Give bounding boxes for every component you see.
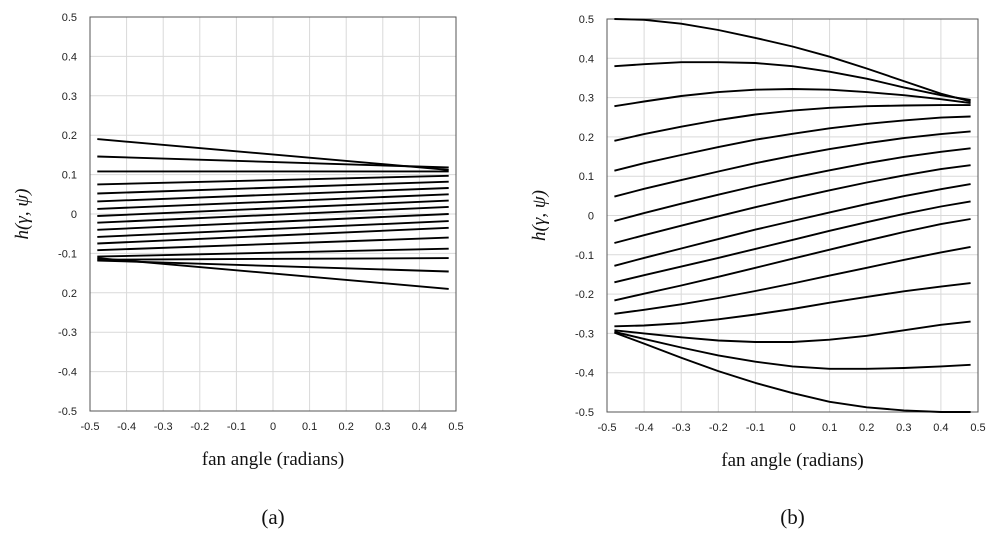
y-tick-label: -0.1 xyxy=(58,248,77,260)
chart-panel-a: -0.5 -0.4 -0.3 -0.2 -0.1 0 0.1 0.2 0.3 0.4 0.5 0.5 0… xyxy=(12,12,464,529)
y-tick-label: -0.4 xyxy=(575,368,594,380)
y-tick-label: 0 xyxy=(588,211,594,223)
x-tick-label: 0.4 xyxy=(412,421,427,433)
x-tick-label: -0.1 xyxy=(227,421,246,433)
series-line-b-5 xyxy=(614,115,971,172)
series-line-b-12 xyxy=(614,245,971,315)
x-axis-label-b: fan angle (radians) xyxy=(721,450,863,471)
y-tick-label: -0.4 xyxy=(58,367,77,379)
y-tick-label: 0.3 xyxy=(62,91,77,103)
series-line-b-15 xyxy=(614,330,971,370)
panel-label-a: (a) xyxy=(261,505,284,529)
curves-b xyxy=(614,18,971,413)
y-tick-label: -0.3 xyxy=(58,327,77,339)
y-tick-label: 0.1 xyxy=(579,171,594,183)
series-line-b-3 xyxy=(614,88,971,108)
x-axis-label-a: fan angle (radians) xyxy=(202,449,344,470)
curves-a xyxy=(97,138,449,290)
x-tick-label: 0.1 xyxy=(822,422,837,434)
series-line-a-13 xyxy=(97,236,449,252)
x-tick-label: 0.3 xyxy=(896,422,911,434)
series-line-b-16 xyxy=(614,331,971,413)
y-tick-label: -0.5 xyxy=(58,406,77,418)
y-axis-label-a: h(γ, ψ) xyxy=(12,189,33,240)
y-tick-label: 0.3 xyxy=(579,93,594,105)
y-tick-label: -0.5 xyxy=(575,407,594,419)
y-axis-label-b: h(γ, ψ) xyxy=(529,190,550,241)
series-line-a-8 xyxy=(97,199,449,217)
y-tick-label: 0 xyxy=(71,209,77,221)
plot-frame-b xyxy=(606,18,979,413)
series-line-b-9 xyxy=(614,183,971,267)
x-tick-label: 0.2 xyxy=(339,421,354,433)
x-tick-label: -0.4 xyxy=(117,421,136,433)
plot-frame-a xyxy=(89,16,457,412)
x-tick-label: -0.1 xyxy=(746,422,765,434)
grid-b xyxy=(606,18,979,413)
series-line-b-4 xyxy=(614,104,971,142)
chart-panel-b: -0.5 -0.4 -0.3 -0.2 -0.1 0 0.1 0.2 0.3 0.4 0.5 0.5 0… xyxy=(529,14,986,529)
x-tick-label: -0.5 xyxy=(598,422,617,434)
series-line-b-7 xyxy=(614,147,971,222)
series-line-b-1 xyxy=(614,18,971,103)
series-line-a-7 xyxy=(97,193,449,210)
x-tick-label: -0.2 xyxy=(190,421,209,433)
y-tick-label: 0.5 xyxy=(62,12,77,24)
series-line-a-5 xyxy=(97,180,449,195)
series-line-b-13 xyxy=(614,282,971,328)
series-line-a-12 xyxy=(97,226,449,245)
x-tick-label: 0 xyxy=(789,422,795,434)
tick-labels-b: -0.5 -0.4 -0.3 -0.2 -0.1 0 0.1 0.2 0.3 0.4 0.5 0.5 0… xyxy=(575,14,986,434)
x-tick-label: 0 xyxy=(270,421,276,433)
series-line-a-9 xyxy=(97,205,449,224)
x-tick-label: -0.2 xyxy=(709,422,728,434)
series-line-b-8 xyxy=(614,164,971,244)
x-tick-label: 0.1 xyxy=(302,421,317,433)
y-tick-label: 0.4 xyxy=(579,53,594,65)
y-tick-label: 0.4 xyxy=(62,51,77,63)
y-tick-label: 0.5 xyxy=(579,14,594,26)
series-line-a-15 xyxy=(97,257,449,261)
y-tick-label: -0.1 xyxy=(575,250,594,262)
y-tick-label: 0.2 xyxy=(62,130,77,142)
x-tick-label: -0.5 xyxy=(81,421,100,433)
y-tick-label: 0.2 xyxy=(62,288,77,300)
series-line-a-11 xyxy=(97,220,449,238)
series-line-b-10 xyxy=(614,200,971,284)
series-line-b-14 xyxy=(614,320,971,343)
y-tick-label: 0.2 xyxy=(579,132,594,144)
series-line-b-2 xyxy=(614,61,971,101)
x-tick-label: 0.5 xyxy=(448,421,463,433)
series-line-a-4 xyxy=(97,174,449,186)
panel-label-b: (b) xyxy=(780,505,805,529)
series-line-b-6 xyxy=(614,130,971,198)
series-line-b-11 xyxy=(614,218,971,302)
x-tick-label: -0.3 xyxy=(672,422,691,434)
y-tick-label: 0.1 xyxy=(62,170,77,182)
tick-labels-a: -0.5 -0.4 -0.3 -0.2 -0.1 0 0.1 0.2 0.3 0.4 0.5 0.5 0… xyxy=(58,12,464,433)
series-line-a-10 xyxy=(97,213,449,231)
y-tick-label: -0.3 xyxy=(575,328,594,340)
y-tick-label: -0.2 xyxy=(575,289,594,301)
series-line-a-2 xyxy=(97,155,449,169)
x-tick-label: -0.4 xyxy=(635,422,654,434)
series-line-a-14 xyxy=(97,247,449,258)
series-line-a-6 xyxy=(97,187,449,203)
x-tick-label: 0.3 xyxy=(375,421,390,433)
x-tick-label: 0.2 xyxy=(859,422,874,434)
x-tick-label: 0.4 xyxy=(933,422,948,434)
x-tick-label: -0.3 xyxy=(154,421,173,433)
series-line-a-17 xyxy=(97,257,449,290)
x-tick-label: 0.5 xyxy=(970,422,985,434)
